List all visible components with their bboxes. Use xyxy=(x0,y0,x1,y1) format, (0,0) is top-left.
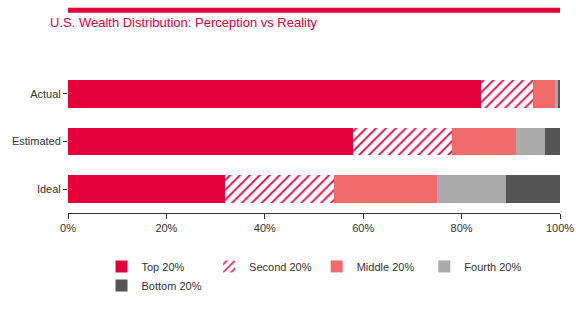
svg-text:40%: 40% xyxy=(254,222,276,234)
svg-text:80%: 80% xyxy=(451,222,473,234)
svg-text:100%: 100% xyxy=(546,222,574,234)
svg-text:U.S. Wealth Distribution: Perc: U.S. Wealth Distribution: Perception vs … xyxy=(50,15,318,30)
svg-text:Middle 20%: Middle 20% xyxy=(357,261,415,273)
svg-text:Actual: Actual xyxy=(30,88,61,100)
svg-text:Fourth 20%: Fourth 20% xyxy=(464,261,521,273)
svg-text:Ideal: Ideal xyxy=(37,183,61,195)
svg-text:20%: 20% xyxy=(155,222,177,234)
svg-text:Second 20%: Second 20% xyxy=(249,261,312,273)
svg-text:Bottom 20%: Bottom 20% xyxy=(142,280,202,292)
svg-text:60%: 60% xyxy=(352,222,374,234)
svg-text:0%: 0% xyxy=(60,222,76,234)
svg-text:Estimated: Estimated xyxy=(12,135,61,147)
svg-text:Top 20%: Top 20% xyxy=(142,261,185,273)
